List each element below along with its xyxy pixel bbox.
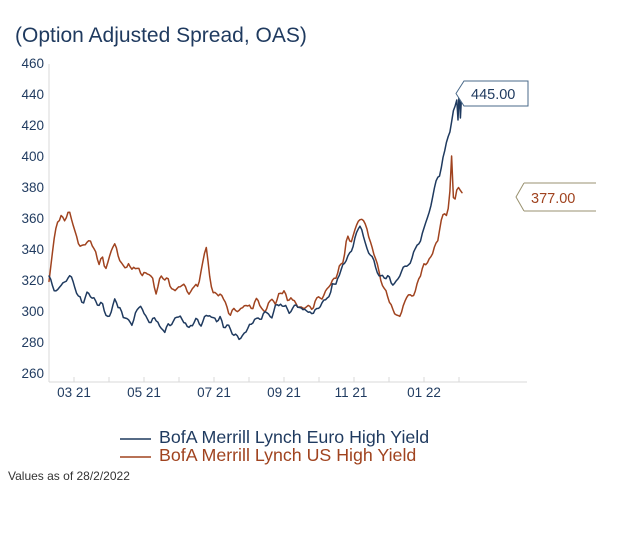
svg-text:420: 420 <box>21 118 44 133</box>
svg-text:260: 260 <box>21 366 44 381</box>
svg-text:280: 280 <box>21 335 44 350</box>
svg-text:377.00: 377.00 <box>531 191 575 207</box>
svg-text:320: 320 <box>21 273 44 288</box>
svg-text:01 22: 01 22 <box>407 385 441 400</box>
svg-text:380: 380 <box>21 180 44 195</box>
svg-text:05 21: 05 21 <box>127 385 161 400</box>
svg-text:400: 400 <box>21 149 44 164</box>
svg-text:300: 300 <box>21 304 44 319</box>
svg-text:340: 340 <box>21 242 44 257</box>
svg-text:Values as of 28/2/2022: Values as of 28/2/2022 <box>8 469 130 483</box>
svg-text:440: 440 <box>21 87 44 102</box>
svg-text:460: 460 <box>21 56 44 71</box>
svg-text:11 21: 11 21 <box>335 385 368 400</box>
svg-text:360: 360 <box>21 211 44 226</box>
svg-text:03 21: 03 21 <box>57 385 91 400</box>
svg-text:09 21: 09 21 <box>267 385 301 400</box>
svg-text:07 21: 07 21 <box>197 385 231 400</box>
svg-text:445.00: 445.00 <box>471 87 515 103</box>
svg-text:BofA Merrill Lynch US High Yie: BofA Merrill Lynch US High Yield <box>159 445 416 465</box>
svg-text:BofA Merrill Lynch Euro High Y: BofA Merrill Lynch Euro High Yield <box>159 427 429 447</box>
